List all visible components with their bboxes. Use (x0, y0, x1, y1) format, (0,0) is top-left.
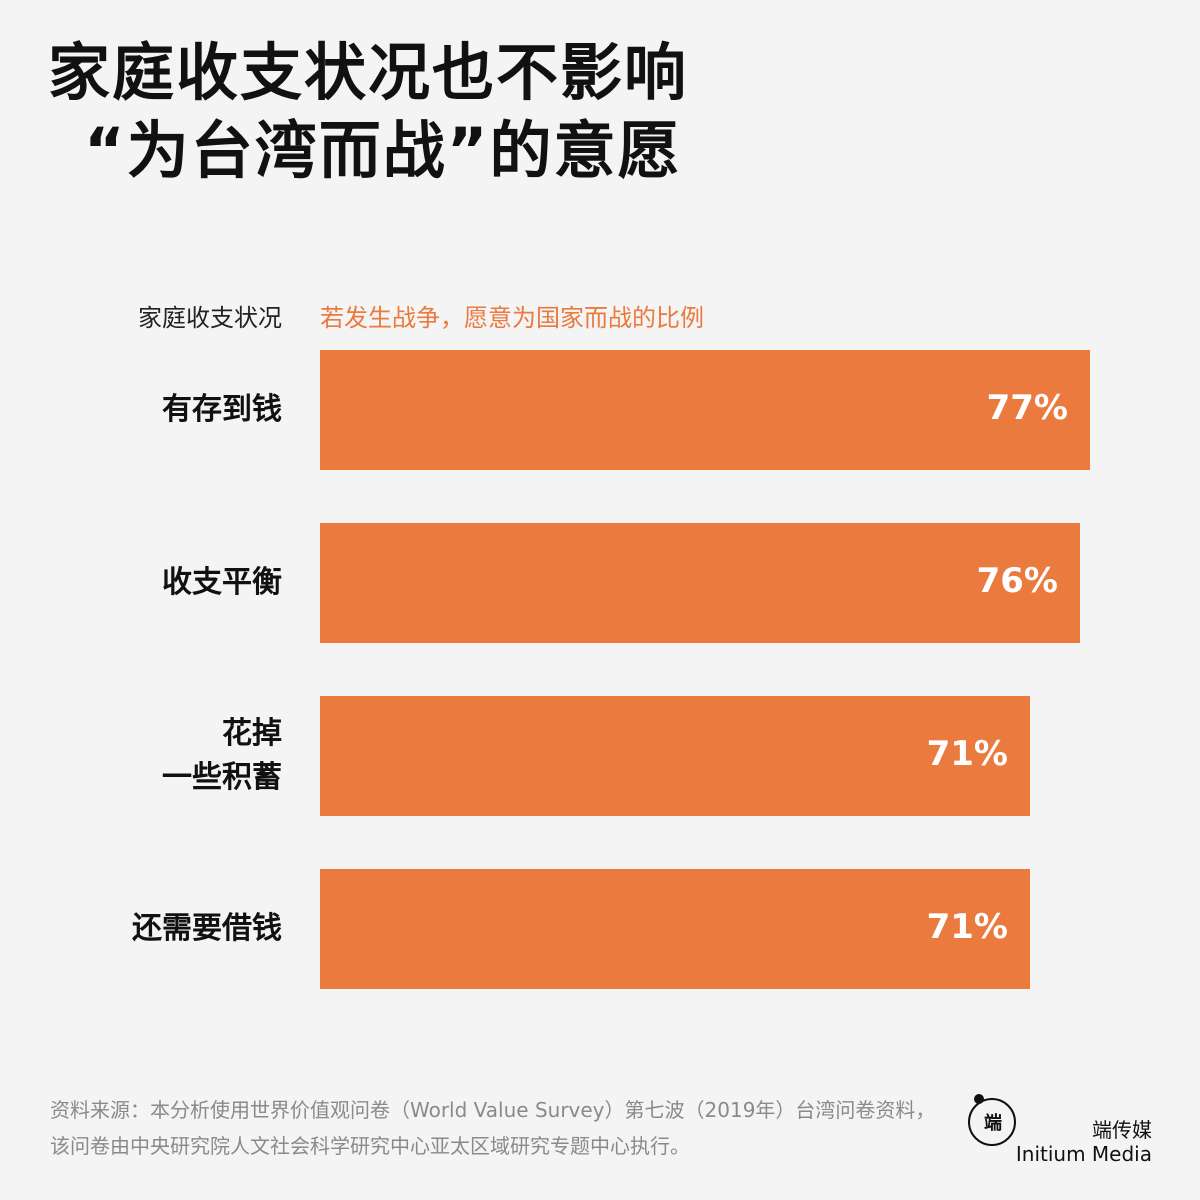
bar-2 (320, 696, 1030, 816)
bar-0 (320, 350, 1090, 470)
brand-name-cn: 端传媒 (1092, 1118, 1152, 1142)
value-column-header: 若发生战争，愿意为国家而战的比例 (320, 304, 704, 332)
initium-logo-icon: 端 (968, 1094, 1016, 1146)
brand-name-en: Initium Media (1015, 1142, 1152, 1166)
bar-3 (320, 869, 1030, 989)
source-note: 资料来源：本分析使用世界价值观问卷（World Value Survey）第七波… (50, 1098, 936, 1158)
bar-value-label-0: 77% (986, 388, 1068, 428)
bar-value-label-3: 71% (926, 907, 1008, 947)
title-line-2: “为台湾而战”的意愿 (84, 114, 682, 187)
category-label-2: 花掉 一些积蓄 (162, 716, 282, 795)
category-label-0: 有存到钱 (162, 392, 282, 427)
page-title: 家庭收支状况也不影响 “为台湾而战”的意愿 (48, 34, 948, 190)
bar-1 (320, 523, 1080, 643)
title-line-1: 家庭收支状况也不影响 (48, 36, 689, 109)
logo-dot (974, 1094, 984, 1104)
category-label-3: 还需要借钱 (132, 911, 282, 946)
category-column-header: 家庭收支状况 (138, 304, 282, 332)
bar-value-label-1: 76% (976, 561, 1058, 601)
category-label-1: 收支平衡 (162, 565, 282, 600)
logo-glyph: 端 (984, 1113, 1002, 1134)
bar-value-label-2: 71% (926, 734, 1008, 774)
